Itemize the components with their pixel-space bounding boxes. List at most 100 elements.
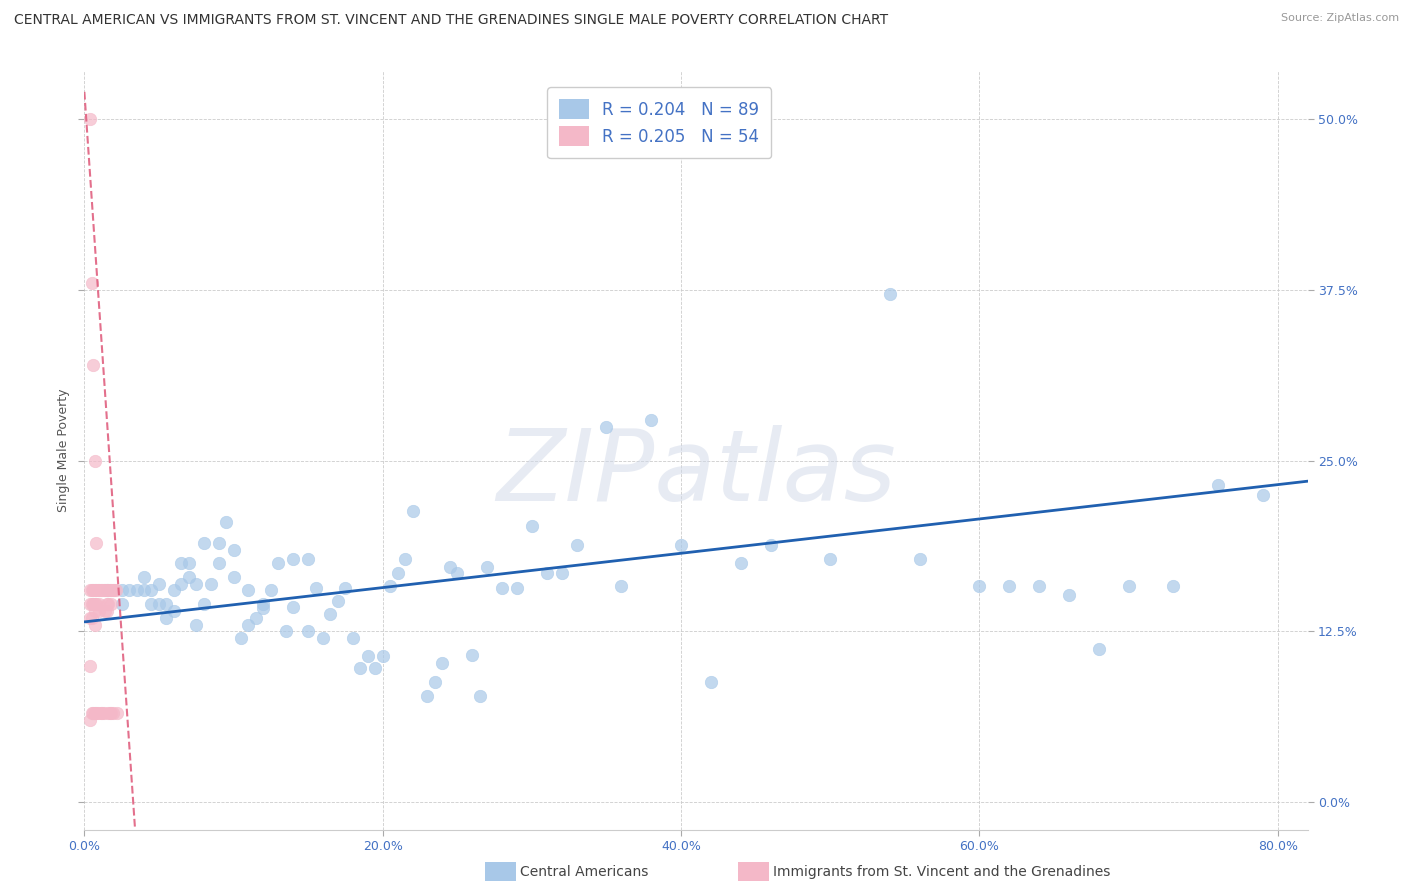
Point — [260, 583, 283, 598]
Point — [461, 648, 484, 662]
Point — [215, 515, 238, 529]
Point — [84, 597, 107, 611]
Point — [1206, 478, 1229, 492]
Point — [1028, 579, 1050, 593]
Point — [111, 597, 134, 611]
Point — [155, 611, 177, 625]
Point — [335, 581, 357, 595]
Point — [439, 560, 461, 574]
Legend: R = 0.204   N = 89, R = 0.205   N = 54: R = 0.204 N = 89, R = 0.205 N = 54 — [547, 87, 770, 158]
Point — [101, 706, 124, 721]
Point — [177, 570, 200, 584]
Point — [222, 542, 245, 557]
Point — [83, 706, 105, 721]
Point — [100, 706, 122, 721]
Point — [193, 597, 215, 611]
Point — [818, 552, 841, 566]
Point — [89, 597, 111, 611]
Point — [401, 504, 423, 518]
Point — [193, 535, 215, 549]
Point — [730, 556, 752, 570]
Point — [79, 658, 101, 673]
Point — [207, 556, 229, 570]
Text: Source: ZipAtlas.com: Source: ZipAtlas.com — [1281, 13, 1399, 23]
Point — [1087, 642, 1109, 657]
Text: CENTRAL AMERICAN VS IMMIGRANTS FROM ST. VINCENT AND THE GRENADINES SINGLE MALE P: CENTRAL AMERICAN VS IMMIGRANTS FROM ST. … — [14, 13, 889, 28]
Point — [141, 597, 163, 611]
Point — [274, 624, 297, 639]
Point — [326, 594, 349, 608]
Point — [536, 566, 558, 580]
Point — [132, 570, 155, 584]
Point — [238, 617, 260, 632]
Point — [98, 583, 121, 598]
Point — [100, 597, 122, 611]
Point — [91, 583, 114, 598]
Point — [100, 583, 122, 598]
Point — [998, 579, 1021, 593]
Point — [148, 597, 170, 611]
Point — [177, 556, 200, 570]
Point — [297, 552, 319, 566]
Point — [97, 583, 120, 598]
Point — [83, 604, 105, 618]
Point — [595, 419, 617, 434]
Point — [387, 566, 409, 580]
Point — [96, 583, 118, 598]
Point — [96, 597, 118, 611]
Point — [101, 583, 124, 598]
Point — [364, 661, 387, 675]
Point — [118, 583, 141, 598]
Point — [98, 706, 121, 721]
Point — [319, 607, 342, 621]
Point — [312, 632, 335, 646]
Point — [111, 583, 134, 598]
Point — [82, 358, 104, 372]
Point — [163, 583, 186, 598]
Point — [125, 583, 148, 598]
Point — [84, 535, 107, 549]
Point — [640, 413, 662, 427]
Point — [89, 604, 111, 618]
Point — [93, 583, 115, 598]
Point — [90, 706, 112, 721]
Point — [700, 675, 723, 690]
Point — [342, 632, 364, 646]
Point — [283, 552, 305, 566]
Point — [132, 583, 155, 598]
Point — [141, 583, 163, 598]
Point — [520, 519, 543, 533]
Text: Immigrants from St. Vincent and the Grenadines: Immigrants from St. Vincent and the Gren… — [773, 865, 1111, 880]
Point — [89, 583, 111, 598]
Point — [238, 583, 260, 598]
Point — [148, 576, 170, 591]
Y-axis label: Single Male Poverty: Single Male Poverty — [58, 389, 70, 512]
Point — [446, 566, 468, 580]
Point — [1057, 588, 1080, 602]
Point — [84, 706, 107, 721]
Point — [90, 583, 112, 598]
Point — [80, 611, 103, 625]
Point — [969, 579, 991, 593]
Point — [394, 552, 416, 566]
Point — [283, 599, 305, 614]
Point — [304, 581, 326, 595]
Point — [506, 581, 529, 595]
Point — [186, 576, 208, 591]
Point — [432, 656, 454, 670]
Point — [468, 689, 491, 703]
Point — [371, 648, 394, 663]
Point — [84, 583, 107, 598]
Point — [357, 648, 380, 663]
Point — [252, 601, 274, 615]
Point — [87, 583, 110, 598]
Point — [565, 538, 588, 552]
Point — [1251, 488, 1274, 502]
Point — [1118, 579, 1140, 593]
Point — [759, 538, 782, 552]
Point — [423, 675, 446, 690]
Point — [79, 583, 101, 598]
Point — [79, 611, 101, 625]
Point — [93, 706, 115, 721]
Point — [475, 560, 498, 574]
